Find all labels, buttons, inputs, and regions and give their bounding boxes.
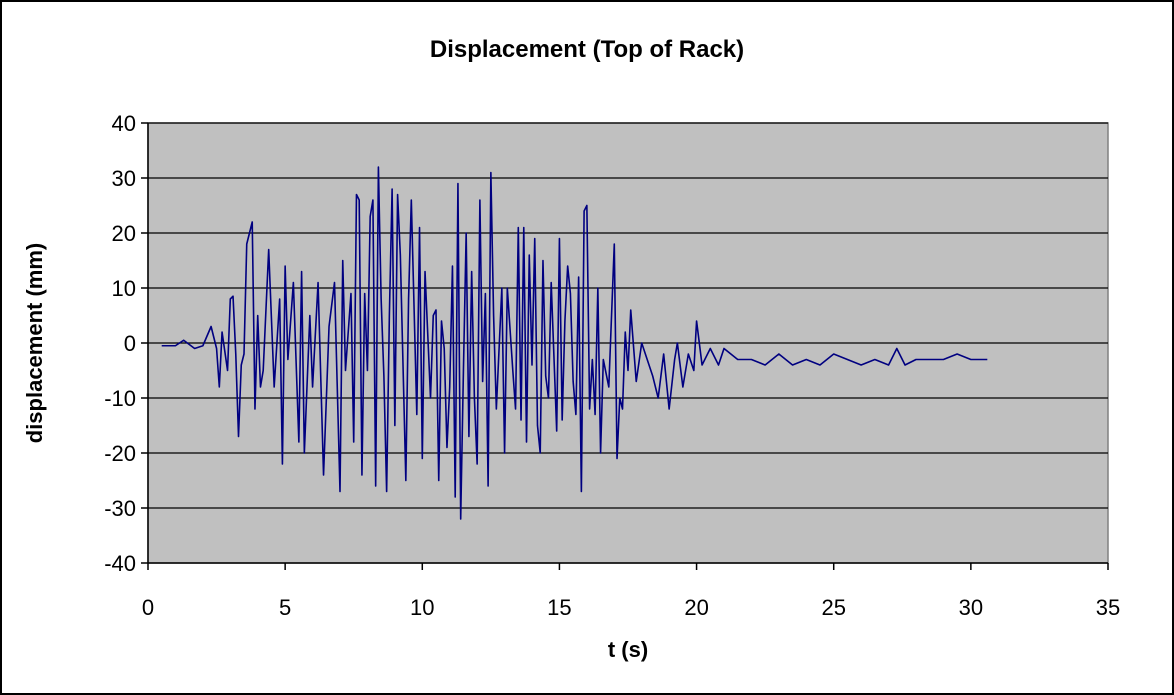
x-tick-label: 10 [410, 595, 434, 620]
chart-title: Displacement (Top of Rack) [430, 36, 744, 63]
x-axis-ticks: 0 5 10 15 20 25 30 35 [142, 563, 1120, 620]
x-tick-label: 35 [1096, 595, 1120, 620]
x-tick-label: 5 [279, 595, 291, 620]
y-tick-label: -10 [104, 386, 136, 411]
x-axis-label: t (s) [608, 637, 648, 662]
x-tick-label: 20 [684, 595, 708, 620]
y-tick-label: -30 [104, 496, 136, 521]
series-group [161, 166, 988, 520]
y-tick-label: 20 [112, 221, 136, 246]
x-tick-label: 30 [959, 595, 983, 620]
y-tick-label: 40 [112, 111, 136, 136]
x-tick-label: 15 [547, 595, 571, 620]
x-tick-label: 25 [821, 595, 845, 620]
y-tick-label: -40 [104, 551, 136, 576]
y-tick-label: -20 [104, 441, 136, 466]
y-tick-label: 10 [112, 276, 136, 301]
y-tick-label: 0 [124, 331, 136, 356]
x-tick-label: 0 [142, 595, 154, 620]
y-tick-label: 30 [112, 166, 136, 191]
y-axis-ticks: 40 30 20 10 0 -10 -20 -30 -40 [104, 111, 148, 576]
series-line-0 [161, 166, 988, 520]
y-axis-label: displacement (mm) [22, 243, 47, 444]
